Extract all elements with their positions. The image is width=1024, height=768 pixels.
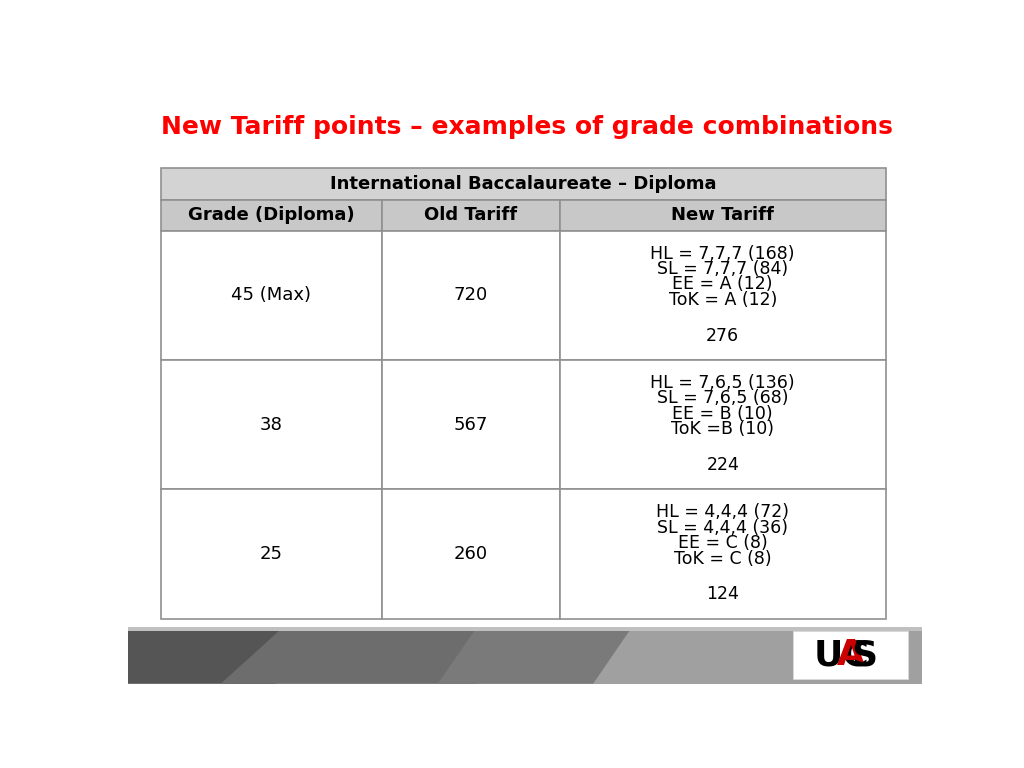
Text: UC: UC — [814, 638, 869, 672]
Text: ToK =B (10): ToK =B (10) — [672, 420, 774, 439]
Text: SL = 4,4,4 (36): SL = 4,4,4 (36) — [657, 518, 788, 537]
Polygon shape — [128, 627, 922, 684]
Text: S: S — [852, 638, 878, 672]
Text: 260: 260 — [454, 545, 487, 563]
Text: EE = C (8): EE = C (8) — [678, 534, 768, 552]
Text: EE = A (12): EE = A (12) — [673, 276, 773, 293]
Text: Grade (Diploma): Grade (Diploma) — [187, 207, 354, 224]
Bar — [161, 167, 886, 200]
Polygon shape — [221, 627, 578, 684]
Text: 276: 276 — [707, 326, 739, 345]
Text: International Baccalaureate – Diploma: International Baccalaureate – Diploma — [330, 175, 717, 193]
Polygon shape — [128, 627, 423, 684]
Text: 45 (Max): 45 (Max) — [231, 286, 311, 304]
Bar — [382, 489, 559, 619]
Bar — [559, 489, 886, 619]
Bar — [559, 200, 886, 230]
Text: Old Tariff: Old Tariff — [424, 207, 517, 224]
Text: 25: 25 — [260, 545, 283, 563]
Bar — [559, 360, 886, 489]
Text: 124: 124 — [707, 585, 739, 604]
Bar — [382, 360, 559, 489]
Text: ToK = A (12): ToK = A (12) — [669, 291, 777, 309]
Bar — [382, 200, 559, 230]
Text: 720: 720 — [454, 286, 487, 304]
Bar — [559, 230, 886, 360]
Bar — [161, 360, 382, 489]
Polygon shape — [438, 627, 710, 684]
Bar — [161, 489, 382, 619]
Text: 224: 224 — [707, 456, 739, 474]
Bar — [161, 200, 382, 230]
Text: SL = 7,6,5 (68): SL = 7,6,5 (68) — [657, 389, 788, 407]
Text: 38: 38 — [260, 415, 283, 434]
Bar — [382, 230, 559, 360]
Text: HL = 7,7,7 (168): HL = 7,7,7 (168) — [650, 245, 795, 263]
Text: HL = 4,4,4 (72): HL = 4,4,4 (72) — [656, 503, 790, 521]
Bar — [161, 230, 382, 360]
Text: ToK = C (8): ToK = C (8) — [674, 550, 771, 568]
Bar — [793, 631, 907, 679]
Text: EE = B (10): EE = B (10) — [673, 405, 773, 422]
Text: HL = 7,6,5 (136): HL = 7,6,5 (136) — [650, 374, 795, 392]
Text: New Tariff: New Tariff — [672, 207, 774, 224]
Polygon shape — [593, 627, 922, 684]
Polygon shape — [128, 627, 922, 631]
Text: New Tariff points – examples of grade combinations: New Tariff points – examples of grade co… — [161, 115, 893, 139]
Text: SL = 7,7,7 (84): SL = 7,7,7 (84) — [657, 260, 788, 278]
Text: 567: 567 — [454, 415, 487, 434]
Text: A: A — [837, 638, 865, 672]
